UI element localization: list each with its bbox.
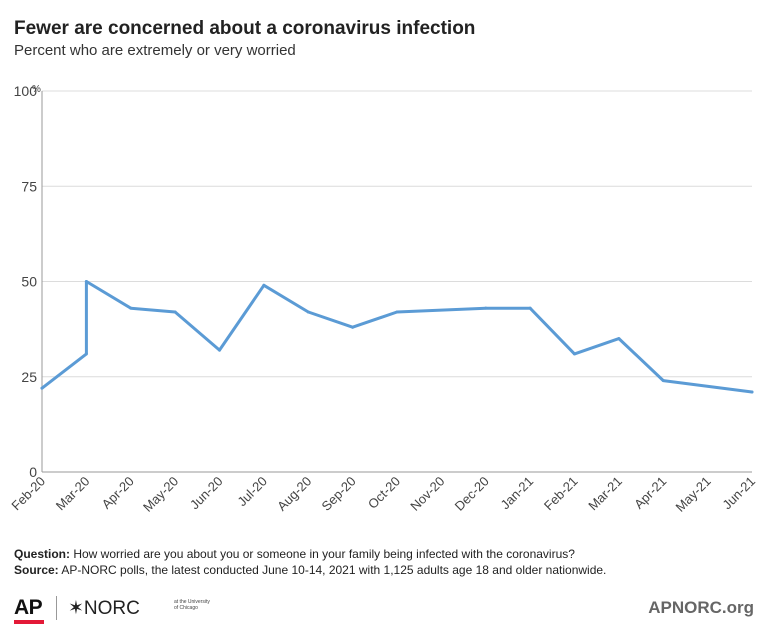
chart-title: Fewer are concerned about a coronavirus …: [14, 18, 476, 39]
question-note: Question: How worried are you about you …: [14, 546, 606, 562]
question-label: Question:: [14, 547, 70, 561]
question-text: How worried are you about you or someone…: [70, 547, 575, 561]
data-point: [262, 283, 266, 287]
x-tick-label: Jun-21: [719, 474, 758, 513]
data-point: [617, 337, 621, 341]
y-tick-label: 25: [21, 369, 37, 385]
x-tick-label: Mar-20: [53, 474, 93, 514]
x-tick-label: May-21: [672, 474, 713, 515]
x-tick-label: Jul-20: [234, 474, 270, 510]
series-line: [40, 280, 754, 394]
x-tick-label: May-20: [140, 474, 181, 515]
logo-bar: AP ✶NORC at the University of Chicago AP…: [14, 590, 754, 626]
y-unit-label: %: [32, 84, 41, 95]
data-point: [40, 386, 44, 390]
data-point: [528, 306, 532, 310]
x-tick-label: Aug-20: [274, 474, 314, 514]
data-point: [129, 306, 133, 310]
data-point: [173, 310, 177, 314]
x-tick-label: Nov-20: [407, 474, 447, 514]
y-tick-label: 100: [14, 83, 38, 99]
x-tick-label: Apr-21: [631, 474, 669, 512]
x-tick-label: Sep-20: [318, 474, 358, 514]
norc-logo-subtext: at the University of Chicago: [174, 599, 210, 611]
x-tick-label: Jan-21: [498, 474, 537, 513]
y-tick-label: 75: [21, 178, 37, 194]
source-label: Source:: [14, 563, 59, 577]
data-point: [395, 310, 399, 314]
data-point: [484, 306, 488, 310]
site-link[interactable]: APNORC.org: [648, 598, 754, 617]
data-point: [84, 352, 88, 356]
x-tick-label: Dec-20: [452, 474, 492, 514]
data-point: [306, 310, 310, 314]
x-tick-label: Oct-20: [365, 474, 403, 512]
data-point: [84, 280, 88, 283]
logo-divider: [56, 596, 57, 620]
data-point: [573, 352, 576, 356]
x-tick-label: Apr-20: [99, 474, 137, 512]
ap-logo: AP: [14, 596, 43, 619]
x-tick-label: Mar-21: [585, 474, 625, 514]
ap-logo-underline: [14, 620, 44, 624]
data-point: [351, 325, 355, 329]
y-tick-label: 0: [29, 464, 37, 480]
x-tick-label: Jun-20: [187, 474, 226, 513]
source-text: AP-NORC polls, the latest conducted June…: [58, 563, 607, 577]
norc-logo: ✶NORC: [68, 598, 140, 619]
chart-notes: Question: How worried are you about you …: [14, 546, 606, 578]
y-tick-label: 50: [21, 274, 37, 290]
data-point: [750, 390, 754, 394]
chart-subtitle: Percent who are extremely or very worrie…: [14, 42, 296, 59]
source-note: Source: AP-NORC polls, the latest conduc…: [14, 562, 606, 578]
x-tick-label: Feb-21: [541, 474, 581, 514]
data-point: [218, 348, 221, 352]
data-point: [661, 379, 665, 383]
